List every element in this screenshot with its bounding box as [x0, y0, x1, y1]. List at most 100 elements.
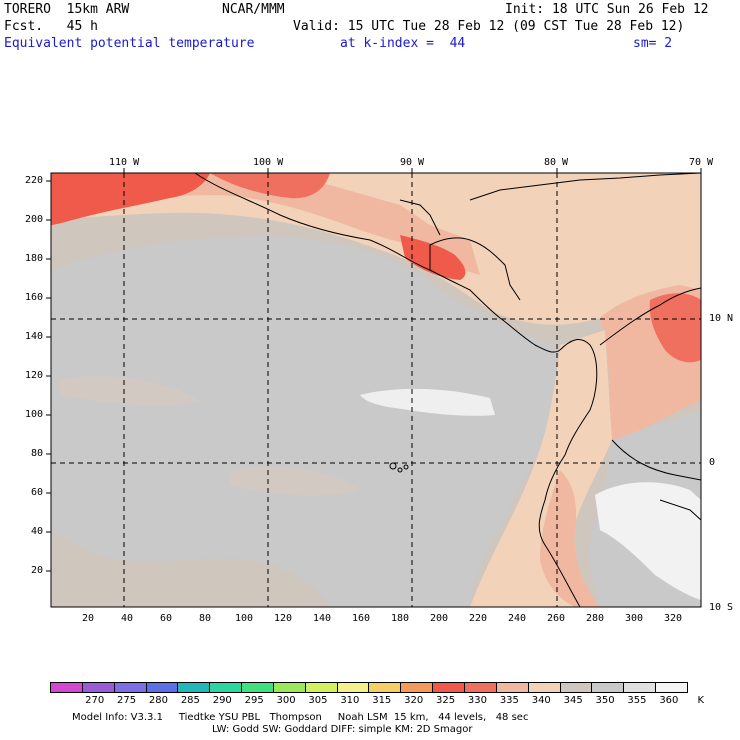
colorbar-labels: 270 275 280 285 290 295 300 305 310 315 320 325 330 3…	[50, 695, 710, 707]
white-patch-ocean	[360, 388, 495, 416]
white-region-southeast	[595, 482, 701, 600]
top-ticks	[123, 168, 702, 173]
salmon-belt-north	[51, 173, 480, 275]
field-name: Equivalent potential temperature	[4, 36, 255, 51]
x-tick-label: 320	[664, 613, 683, 624]
colorbar-swatch	[114, 683, 147, 692]
smoothing-label: sm= 2	[633, 36, 673, 51]
x-tick-label: 180	[391, 613, 410, 624]
colorbar-swatch	[560, 683, 593, 692]
colorbar-label: 290	[212, 695, 232, 706]
colorbar-label: 275	[117, 695, 137, 706]
colorbar-swatch	[210, 683, 243, 692]
colorbar-label: 295	[244, 695, 264, 706]
grey-airmass-2	[60, 376, 200, 406]
colorbar	[50, 682, 688, 693]
warm-belt-north	[51, 173, 701, 325]
y-tick-label: 60	[31, 487, 44, 498]
x-tick-label: 120	[274, 613, 293, 624]
x-tick-label: 100	[235, 613, 254, 624]
colorbar-swatch	[242, 683, 274, 692]
y-tick-label: 120	[25, 370, 44, 381]
x-tick-label: 300	[625, 613, 644, 624]
colorbar-label: 305	[308, 695, 328, 706]
colorbar-label: 355	[627, 695, 647, 706]
y-tick-label: 180	[25, 253, 44, 264]
y-tick-label: 200	[25, 214, 44, 225]
y-tick-label: 220	[25, 175, 44, 186]
colorbar-swatch	[369, 683, 402, 692]
valid-time: Valid: 15 UTC Tue 28 Feb 12 (09 CST Tue …	[293, 19, 685, 34]
colorbar-swatch	[496, 683, 529, 692]
lon-label-100w: 100 W	[253, 157, 284, 168]
hot-region-east	[649, 293, 701, 363]
x-tick-label: 200	[430, 613, 449, 624]
colorbar-label: 345	[563, 695, 583, 706]
y-tick-label: 80	[31, 448, 44, 459]
lon-label-70w: 70 W	[689, 157, 714, 168]
colorbar-swatch	[528, 683, 561, 692]
colorbar-swatch	[401, 683, 434, 692]
x-tick-label: 220	[469, 613, 488, 624]
colorbar-swatch	[592, 683, 625, 692]
colorbar-swatch	[433, 683, 465, 692]
x-tick-label: 20	[82, 613, 95, 624]
x-tick-label: 280	[586, 613, 605, 624]
lat-lon-grid	[51, 173, 701, 607]
y-tick-label: 20	[31, 565, 44, 576]
colorbar-label: 340	[531, 695, 551, 706]
colorbar-label: 270	[85, 695, 105, 706]
colorbar-label: 325	[436, 695, 456, 706]
colorbar-swatch	[305, 683, 338, 692]
colorbar-swatch	[82, 683, 115, 692]
colorbar-label: 320	[404, 695, 424, 706]
grey-airmass-3	[230, 466, 360, 496]
lat-label-10s: 10 S	[709, 602, 734, 613]
x-tick-label: 40	[121, 613, 134, 624]
weather-map	[46, 168, 702, 608]
organization-label: NCAR/MMM	[222, 2, 285, 17]
x-tick-label: 260	[547, 613, 566, 624]
colorbar-swatch	[178, 683, 211, 692]
coastlines	[194, 172, 702, 608]
x-tick-label: 80	[199, 613, 212, 624]
colorbar-label: 280	[148, 695, 168, 706]
lon-label-110w: 110 W	[109, 157, 140, 168]
y-tick-label: 160	[25, 292, 44, 303]
colorbar-label: 350	[595, 695, 615, 706]
salmon-band-coast	[540, 470, 600, 607]
y-tick-label: 100	[25, 409, 44, 420]
colorbar-swatch	[337, 683, 370, 692]
hot-region-northwest	[51, 173, 210, 225]
colorbar-label: 310	[340, 695, 360, 706]
init-time: Init: 18 UTC Sun 26 Feb 12	[505, 2, 709, 17]
warm-band-andes	[470, 330, 612, 607]
x-tick-label: 160	[352, 613, 371, 624]
colorbar-label: 360	[659, 695, 679, 706]
y-tick-label: 140	[25, 331, 44, 342]
colorbar-label: 315	[372, 695, 392, 706]
model-info: Model Info: V3.3.1 Tiedtke YSU PBL Thomp…	[72, 712, 529, 723]
x-tick-label: 240	[508, 613, 527, 624]
grid-index-ticks	[46, 180, 51, 572]
grey-airmass-region	[51, 236, 560, 607]
model-title: TORERO 15km ARW	[4, 2, 130, 17]
map-frame	[50, 172, 702, 608]
y-tick-label: 40	[31, 526, 44, 537]
colorbar-swatch	[146, 683, 179, 692]
physics-info: LW: Godd SW: Goddard DIFF: simple KM: 2D…	[212, 724, 473, 735]
lat-label-10n: 10 N	[709, 313, 734, 324]
lat-label-equator: 0	[709, 457, 716, 468]
colorbar-label: 300	[276, 695, 296, 706]
colorbar-swatch	[51, 683, 83, 692]
level-label: at k-index = 44	[340, 36, 466, 51]
colorbar-swatch	[273, 683, 306, 692]
hot-region-central-america	[400, 235, 466, 280]
colorbar-swatch	[624, 683, 657, 692]
lon-label-90w: 90 W	[400, 157, 425, 168]
colorbar-label: 330	[467, 695, 487, 706]
hot-region-north-center	[210, 173, 330, 199]
colorbar-label: 285	[180, 695, 200, 706]
lon-label-80w: 80 W	[544, 157, 569, 168]
colorbar-swatch	[464, 683, 497, 692]
